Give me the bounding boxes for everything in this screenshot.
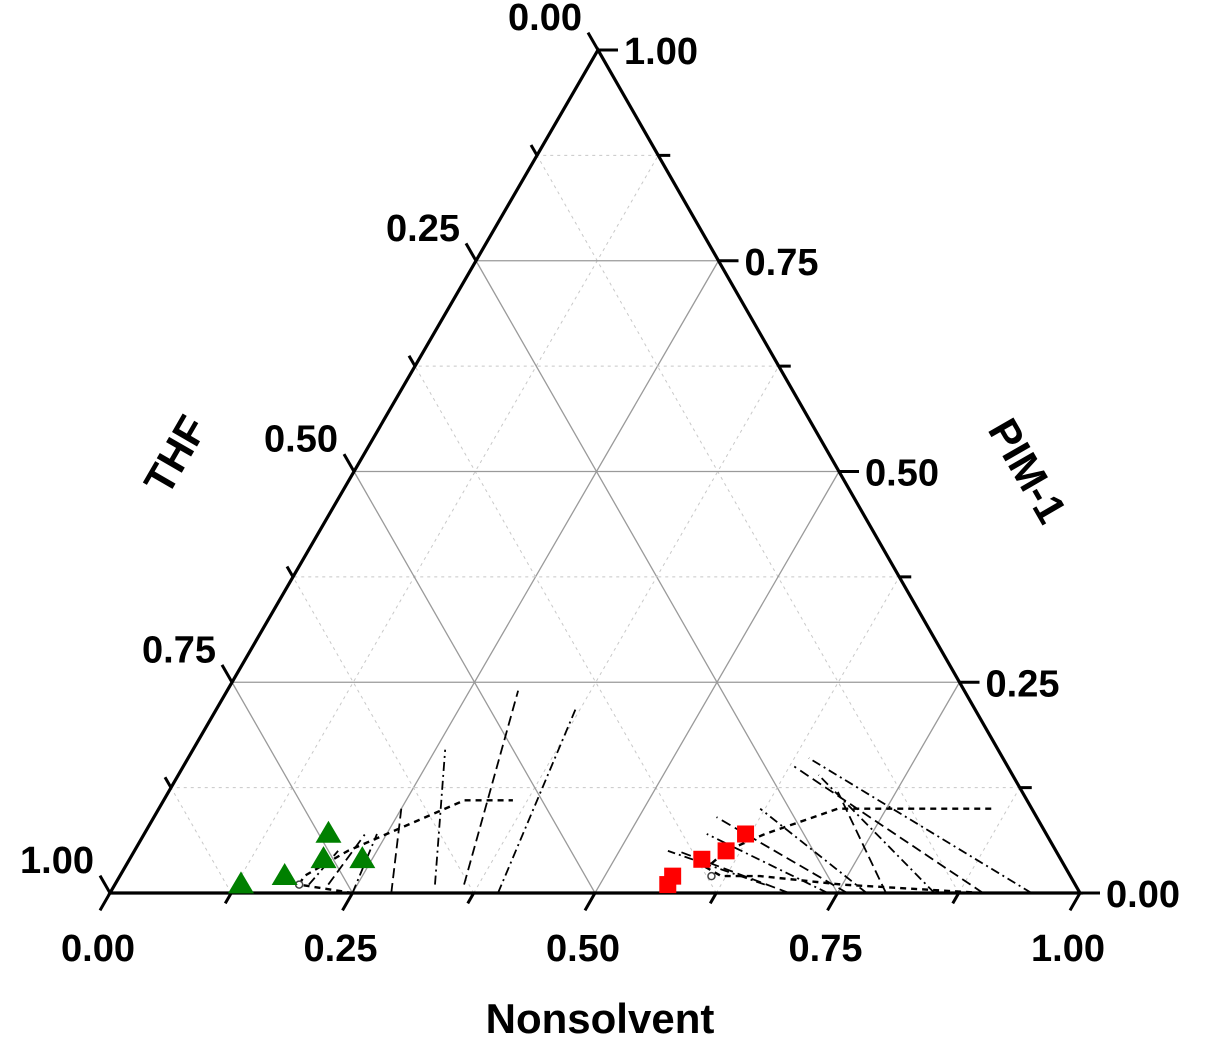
tick-label-pim1: 0.50 (865, 453, 939, 495)
tie-line (463, 690, 519, 885)
tick-thf (98, 874, 112, 894)
tick-thf (342, 453, 356, 473)
tick-thf (220, 664, 234, 684)
grid-line-thf (170, 787, 232, 894)
grid-line-nonsolvent (473, 365, 780, 894)
tie-line (390, 808, 403, 894)
tick-nonsolvent (341, 892, 354, 912)
grid-line-nonsolvent (836, 681, 961, 894)
tick-thf (529, 144, 539, 157)
tie-line (434, 749, 447, 885)
tick-labels: 0.00 0.00 0.00 0.25 0.25 0.25 0.50 0.50 0.50 0.75… (20, 0, 1180, 970)
tie-line (817, 774, 936, 894)
tick-label-pim1: 1.00 (624, 31, 698, 73)
square-marker (693, 850, 711, 868)
tie-line (327, 834, 366, 886)
tie-line (667, 849, 766, 886)
data-markers (227, 820, 755, 894)
tick-nonsolvent (466, 892, 476, 905)
triangle-marker (227, 871, 254, 894)
grid-line-nonsolvent (230, 155, 659, 894)
grid-lines (170, 154, 1021, 894)
grid-line-thf (536, 155, 960, 894)
tick-nonsolvent (951, 892, 961, 905)
tick-nonsolvent (223, 892, 233, 905)
tick-label-thf: 0.00 (508, 0, 582, 39)
triangle-marker (315, 820, 342, 843)
grid-line-nonsolvent (715, 576, 900, 894)
tick-label-thf: 0.75 (142, 629, 216, 671)
grid-line-nonsolvent (594, 471, 840, 894)
grid-line-nonsolvent (958, 787, 1021, 894)
triangle-marker (271, 862, 298, 885)
grid-line-thf (292, 576, 475, 894)
grid-line-thf (353, 471, 596, 894)
tick-label-pim1: 0.25 (986, 663, 1060, 705)
tie-line (793, 765, 984, 894)
tick-nonsolvent (98, 892, 112, 912)
tie-line (837, 791, 887, 894)
triangle-marker (310, 846, 337, 869)
triangle-marker (349, 846, 376, 869)
tick-label-thf: 0.50 (264, 419, 338, 461)
grid-line-thf (231, 681, 354, 894)
tie-line (759, 807, 868, 894)
axis-title-pim1: PIM-1 (979, 410, 1076, 531)
tick-label-nonsolvent: 0.00 (61, 928, 135, 970)
critical-point (707, 871, 716, 881)
tie-lines (308, 690, 1032, 894)
tie-line (808, 757, 1032, 894)
square-marker (737, 825, 755, 843)
tick-nonsolvent (826, 892, 839, 912)
tick-label-pim1: 0.75 (745, 242, 819, 284)
tick-thf (407, 354, 417, 367)
axis-title-nonsolvent: Nonsolvent (486, 995, 715, 1039)
tick-thf (464, 242, 478, 262)
square-marker (659, 876, 677, 894)
tie-line (497, 707, 578, 894)
tick-thf (163, 776, 173, 789)
tick-label-nonsolvent: 0.25 (304, 928, 378, 970)
grid-line-thf (414, 365, 717, 894)
tick-label-thf: 1.00 (20, 840, 94, 882)
axis-ticks (98, 31, 1100, 912)
tie-line (706, 833, 829, 894)
tick-label-nonsolvent: 0.75 (789, 928, 863, 970)
tick-label-thf: 0.25 (386, 208, 460, 250)
tick-label-pim1: 0.00 (1106, 874, 1180, 916)
square-marker (717, 842, 735, 860)
tick-nonsolvent (708, 892, 718, 905)
tick-label-nonsolvent: 0.50 (546, 928, 620, 970)
tick-nonsolvent (1068, 892, 1082, 912)
tick-nonsolvent (583, 892, 597, 912)
tick-label-nonsolvent: 1.00 (1031, 928, 1105, 970)
axis-title-thf: THF (135, 408, 217, 502)
tick-thf (285, 565, 295, 578)
tick-thf (586, 31, 600, 51)
